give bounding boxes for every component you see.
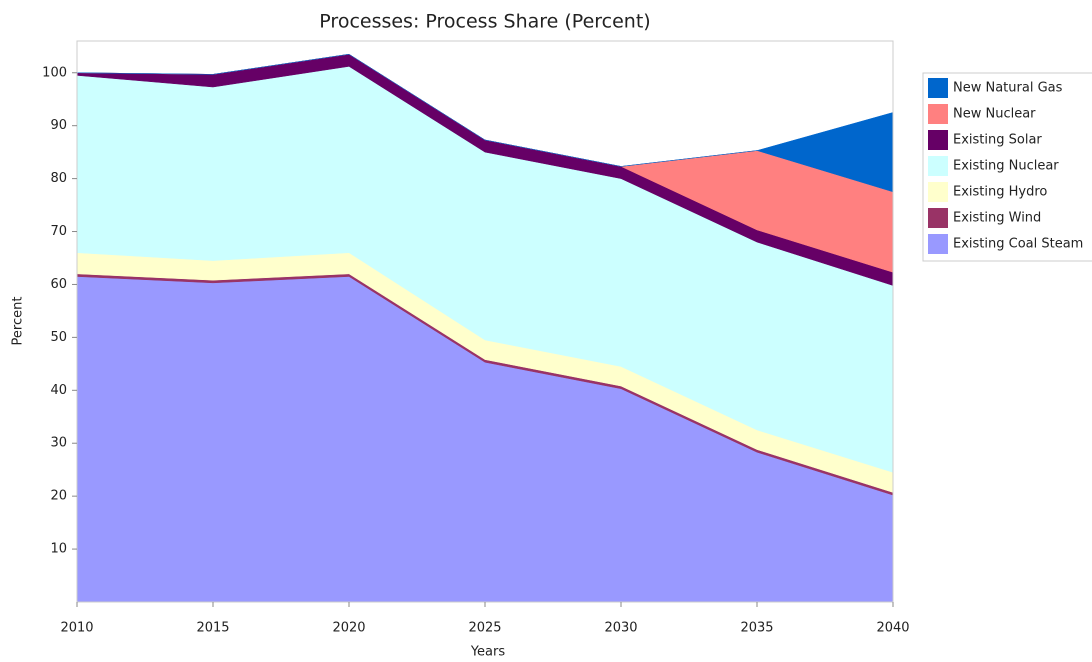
legend-label: New Natural Gas (953, 81, 1063, 96)
chart-title: Processes: Process Share (Percent) (319, 11, 650, 33)
legend-label: Existing Coal Steam (953, 237, 1083, 252)
legend-frame (922, 72, 1092, 262)
y-tick-label: 100 (42, 65, 67, 80)
legend-swatch (928, 208, 948, 228)
y-axis-label: Percent (11, 297, 26, 346)
y-tick-label: 80 (50, 171, 67, 186)
x-tick-label: 2035 (740, 621, 773, 636)
y-tick-label: 20 (50, 489, 67, 504)
legend-label: Existing Hydro (953, 185, 1047, 200)
x-axis-label: Years (470, 645, 506, 659)
legend-label: Existing Nuclear (953, 159, 1059, 174)
legend-swatch (928, 130, 948, 150)
legend-swatch (928, 78, 948, 98)
x-tick-label: 2025 (468, 621, 501, 636)
legend-swatch (928, 234, 948, 254)
legend-swatch (928, 104, 948, 124)
x-tick-label: 2015 (196, 621, 229, 636)
legend-label: New Nuclear (953, 107, 1036, 122)
legend-swatch (928, 156, 948, 176)
legend-label: Existing Solar (953, 133, 1042, 148)
x-tick-label: 2030 (604, 621, 637, 636)
y-tick-label: 70 (50, 224, 67, 239)
x-tick-label: 2010 (60, 621, 93, 636)
y-tick-label: 60 (50, 277, 67, 292)
x-tick-label: 2020 (332, 621, 365, 636)
x-tick-label: 2040 (876, 621, 909, 636)
legend-label: Existing Wind (953, 211, 1041, 226)
y-tick-label: 40 (50, 383, 67, 398)
y-tick-label: 50 (50, 330, 67, 345)
y-tick-label: 90 (50, 118, 67, 133)
legend-swatch (928, 182, 948, 202)
y-tick-label: 10 (50, 542, 67, 557)
y-tick-label: 30 (50, 436, 67, 451)
